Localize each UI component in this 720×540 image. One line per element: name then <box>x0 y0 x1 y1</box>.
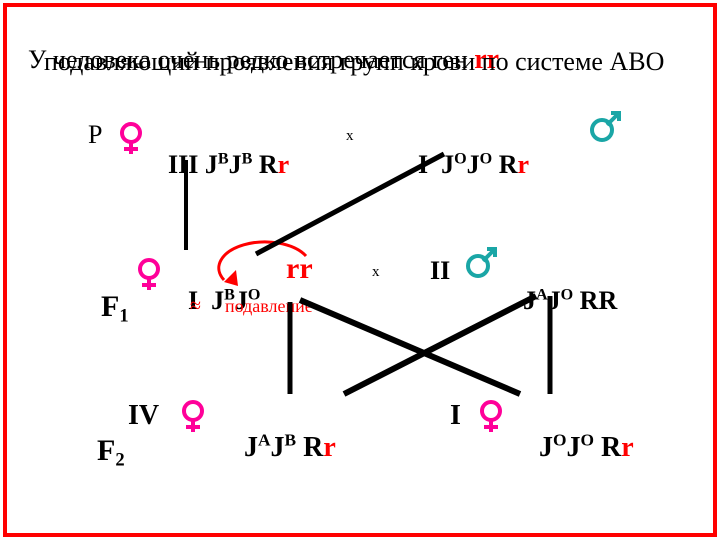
f2-label: F2 <box>82 400 125 468</box>
f2-left-supB: B <box>285 431 297 450</box>
f2-right-genotype: JOJO Rr <box>525 400 634 464</box>
f2-left-r: r <box>323 432 335 463</box>
f2-label-sub: 2 <box>115 450 124 471</box>
f2-iv: IV <box>128 400 159 432</box>
female-icon-f2-right <box>480 400 502 427</box>
f2-left-post: R <box>296 432 323 463</box>
female-icon-f2-left <box>182 400 204 427</box>
f2-i: I <box>450 400 461 432</box>
f2-right-supO1: O <box>553 431 567 450</box>
f2-right-supO2: O <box>581 431 595 450</box>
f2-right-post: R <box>594 432 621 463</box>
f2-right-pre: J <box>539 432 553 463</box>
f2-left-pre: J <box>244 432 258 463</box>
f2-left-supA: A <box>258 431 271 450</box>
f2-right-r: r <box>621 432 633 463</box>
f2-label-f: F <box>97 434 115 467</box>
f2-left-genotype: JAJB Rr <box>230 400 336 464</box>
f2-right-mid: J <box>567 432 581 463</box>
f2-left-mid: J <box>271 432 285 463</box>
